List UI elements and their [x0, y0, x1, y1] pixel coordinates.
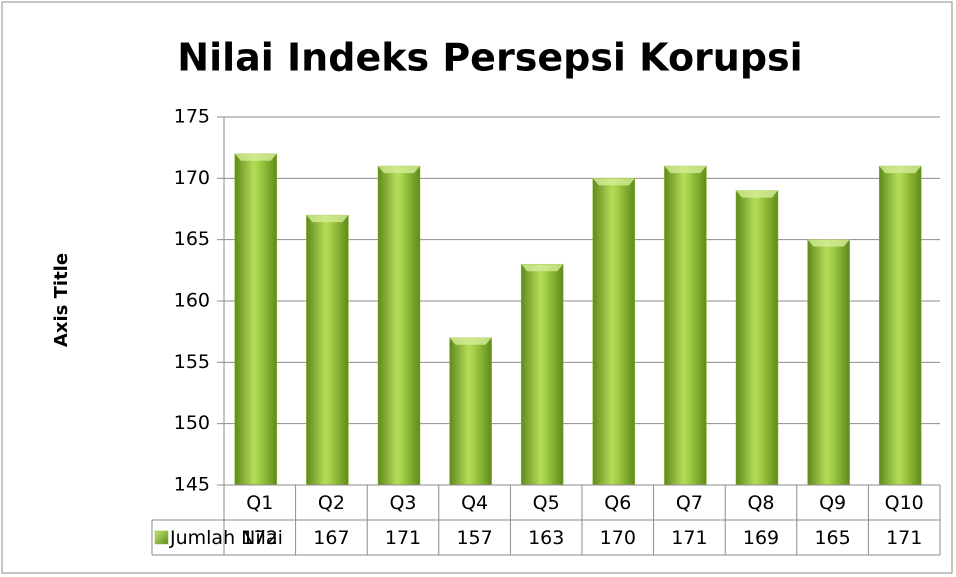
bar [807, 239, 850, 486]
y-tick-label: 175 [174, 106, 210, 128]
y-tick-label: 145 [174, 474, 210, 496]
y-tick-label: 150 [174, 412, 210, 434]
x-tick-label: Q9 [819, 492, 846, 514]
bar-bevel [234, 153, 277, 161]
bar-bevel [807, 239, 850, 247]
y-tick-label: 165 [174, 228, 210, 250]
table-value: 157 [456, 527, 492, 549]
legend-label: Jumlah Nilai [169, 527, 283, 549]
bar [664, 165, 707, 486]
table-value: 171 [671, 527, 707, 549]
bar [878, 165, 922, 486]
bar-bevel [521, 264, 564, 272]
table-value: 169 [743, 527, 779, 549]
y-axis-title: Axis Title [51, 253, 72, 347]
bar [234, 153, 278, 486]
x-tick-label: Q5 [533, 492, 560, 514]
bar [377, 165, 421, 486]
bar-bevel [378, 166, 420, 174]
legend-key [154, 530, 169, 545]
bar [449, 337, 492, 486]
bar-bevel [879, 166, 922, 174]
x-tick-label: Q10 [885, 492, 924, 514]
x-tick-label: Q3 [389, 492, 416, 514]
bar [520, 263, 564, 486]
x-tick-label: Q2 [318, 492, 345, 514]
table-value: 167 [313, 527, 349, 549]
table-value: 171 [385, 527, 421, 549]
y-tick-label: 170 [174, 167, 210, 189]
bar [306, 214, 349, 486]
x-tick-label: Q6 [604, 492, 631, 514]
x-tick-label: Q8 [747, 492, 774, 514]
x-tick-label: Q7 [676, 492, 703, 514]
table-value: 170 [600, 527, 636, 549]
bar-bevel [449, 337, 492, 345]
bar [592, 178, 636, 486]
bar-bevel [306, 215, 349, 223]
bar [735, 190, 779, 486]
bar-bevel [736, 190, 778, 198]
table-value: 171 [886, 527, 922, 549]
table-value: 163 [528, 527, 564, 549]
x-tick-label: Q1 [246, 492, 273, 514]
y-tick-label: 160 [174, 290, 210, 312]
bar-bevel [664, 166, 707, 174]
table-value: 172 [242, 527, 278, 549]
x-tick-label: Q4 [461, 492, 488, 514]
chart-title: Nilai Indeks Persepsi Korupsi [177, 36, 802, 80]
table-value: 165 [814, 527, 850, 549]
bar-bevel [592, 178, 635, 186]
y-tick-label: 155 [174, 351, 210, 373]
